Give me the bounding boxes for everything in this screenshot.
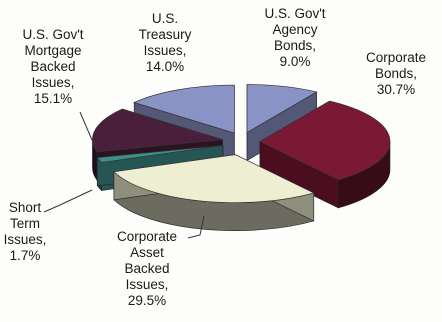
- label-short-term: Short Term Issues, 1.7%: [3, 200, 47, 263]
- label-agency-bonds: U.S. Gov't Agency Bonds, 9.0%: [264, 6, 326, 69]
- leader-mortgage-backed: [79, 111, 93, 141]
- slice-corporate-asset-backed: [113, 154, 315, 231]
- leader-short-term: [43, 189, 93, 213]
- label-treasury: U.S. Treasury Issues, 14.0%: [138, 11, 192, 74]
- leader-corporate-asset-backed: [187, 215, 205, 239]
- label-mortgage-backed: U.S. Gov't Mortgage Backed Issues, 15.1%: [22, 27, 84, 106]
- label-corporate-bonds: Corporate Bonds, 30.7%: [365, 50, 427, 97]
- label-corporate-asset-backed: Corporate Asset Backed Issues, 29.5%: [116, 229, 178, 308]
- slice-corporate-bonds: [259, 100, 391, 209]
